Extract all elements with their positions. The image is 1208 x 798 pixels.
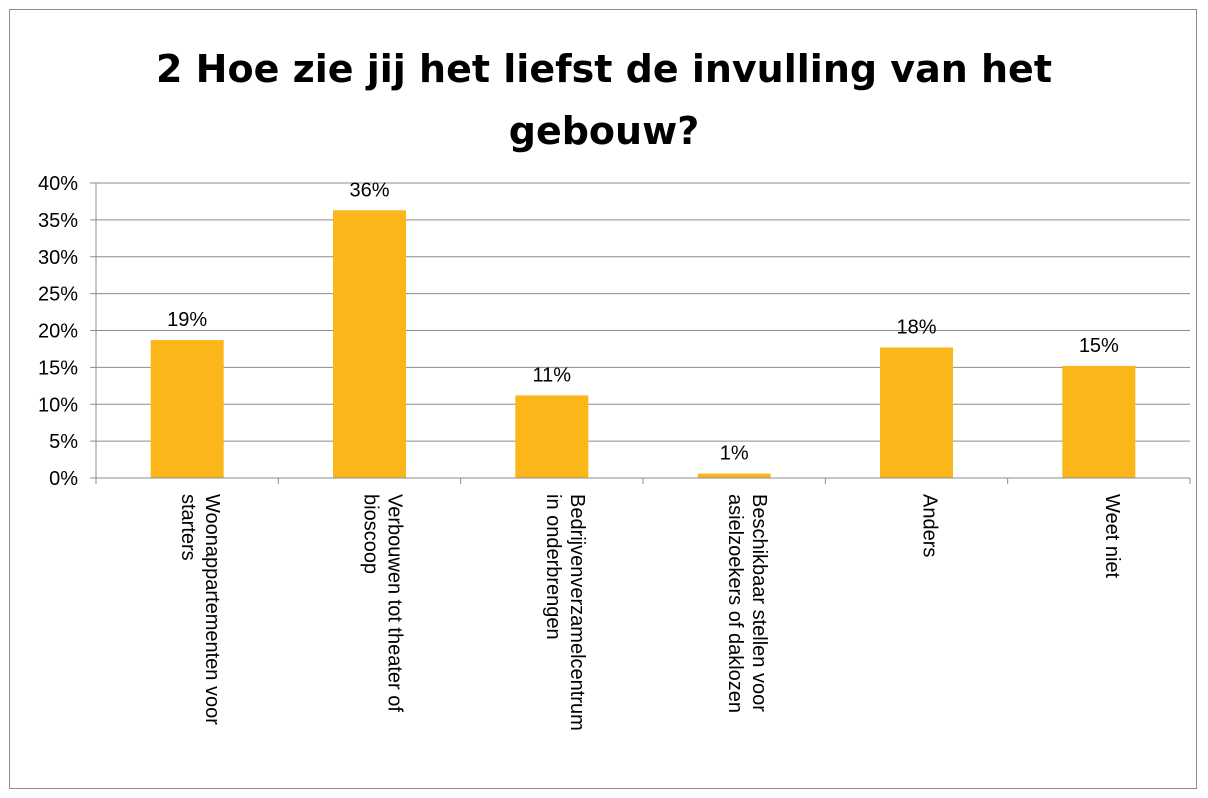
x-category-label-line: Woonappartementen voor: [201, 494, 223, 725]
y-tick-label: 15%: [38, 357, 78, 379]
y-tick-label: 0%: [49, 468, 78, 490]
y-tick-label: 35%: [38, 210, 78, 232]
x-category-label-line: Bedrijvenverzamelcentrum: [566, 494, 588, 731]
bar: [150, 340, 224, 478]
y-tick-label: 10%: [38, 394, 78, 416]
data-label: 36%: [349, 179, 389, 201]
bar: [697, 473, 771, 478]
data-label: 18%: [896, 316, 936, 338]
bar: [1062, 365, 1136, 478]
x-category-label-line: Verbouwen tot theater of: [384, 494, 406, 712]
bar: [515, 395, 589, 478]
bars: [150, 210, 1136, 478]
x-category-label-line: Anders: [919, 494, 941, 557]
data-label: 11%: [533, 364, 572, 386]
data-labels: 19% 36% 11% 1% 18% 15%: [167, 179, 1119, 464]
y-tick-label: 20%: [38, 321, 78, 343]
y-tick-label: 40%: [38, 173, 78, 195]
data-label: 19%: [167, 309, 207, 331]
x-category-label-line: bioscoop: [360, 494, 382, 574]
x-category-label-line: starters: [177, 494, 199, 561]
y-tick-label: 25%: [38, 284, 78, 306]
bar: [333, 210, 406, 478]
x-category-label-line: in onderbrengen: [542, 494, 564, 640]
chart-title: 2 Hoe zie jij het liefst de invulling va…: [0, 38, 1208, 162]
axes: [95, 183, 1191, 484]
chart-title-line-2: gebouw?: [508, 109, 700, 153]
x-category-label-line: Weet niet: [1101, 494, 1123, 579]
data-label: 15%: [1079, 335, 1119, 357]
x-category-label-line: asielzoekers of daklozen: [724, 494, 746, 713]
x-category-label: Weet niet: [1101, 494, 1123, 579]
y-tick-label: 30%: [38, 247, 78, 269]
bar: [880, 347, 953, 478]
y-tick-label: 5%: [49, 431, 78, 453]
chart-title-line-1: 2 Hoe zie jij het liefst de invulling va…: [156, 47, 1052, 91]
gridlines: [90, 182, 1190, 479]
y-axis-tick-labels: 0% 5% 10% 15% 20% 25% 30% 35% 40%: [38, 173, 78, 490]
x-category-label-line: Beschikbaar stellen voor: [748, 494, 770, 712]
x-category-label: Anders: [919, 494, 941, 557]
data-label: 1%: [720, 443, 749, 465]
